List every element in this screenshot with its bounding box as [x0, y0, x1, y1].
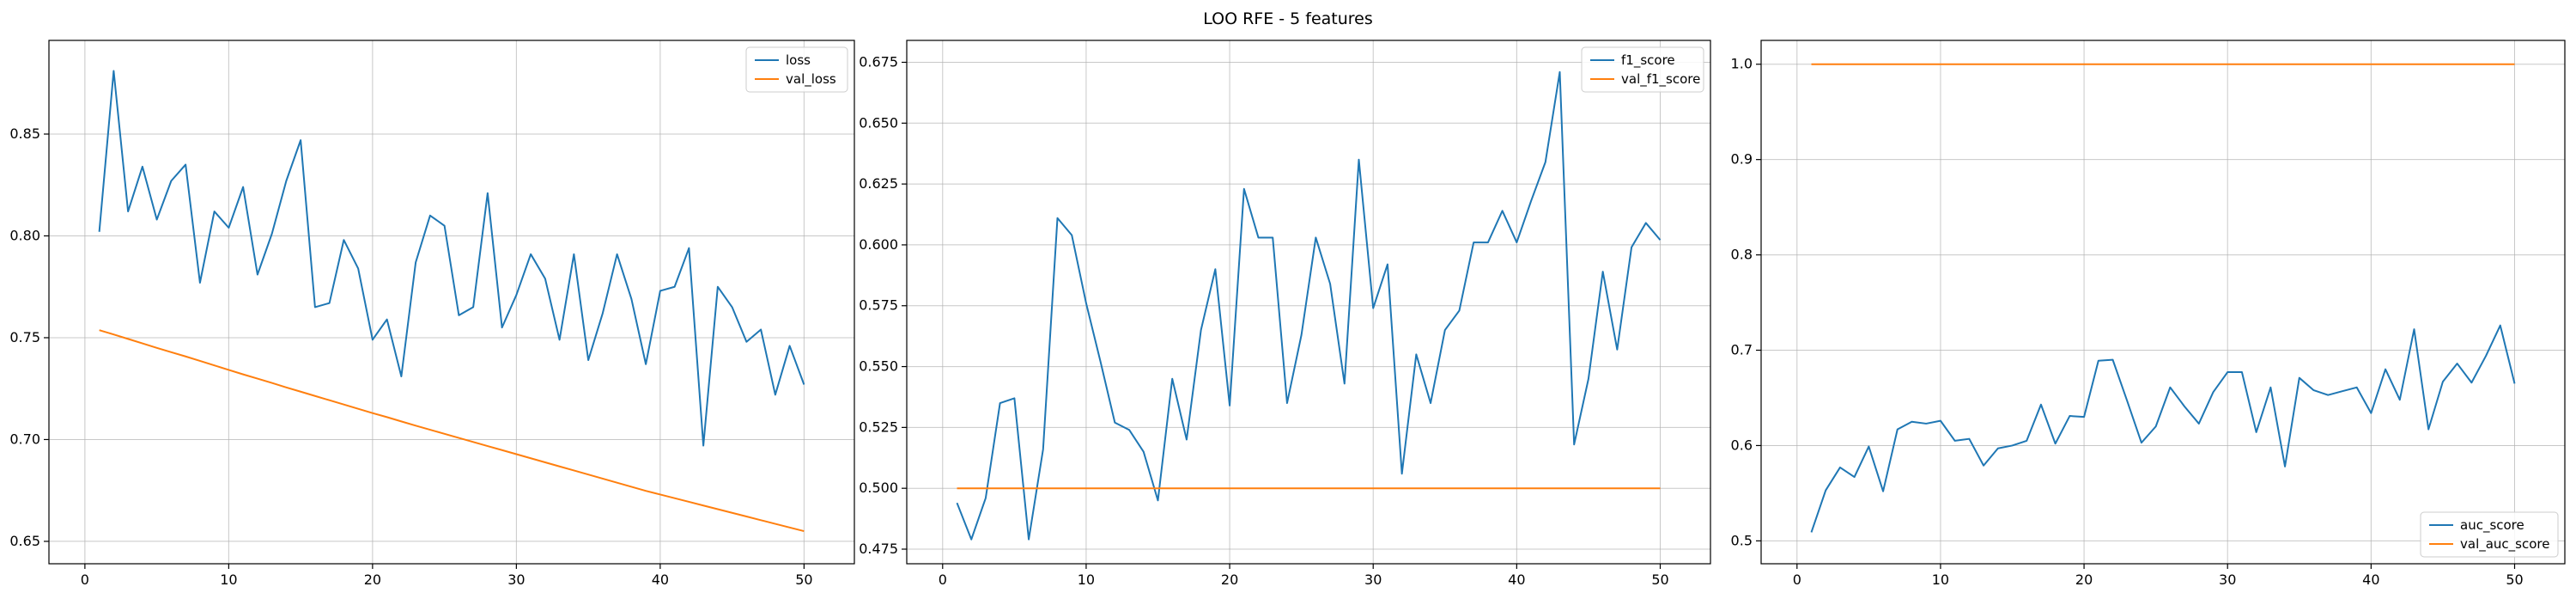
legend-box	[1581, 46, 1704, 93]
y-tick-label-6: 0.625	[859, 175, 898, 192]
series-line-val_loss	[99, 329, 805, 533]
x-tick-label-0: 0	[81, 571, 89, 588]
y-tick-label-5: 0.600	[859, 236, 898, 253]
x-tick-label-5: 50	[1651, 571, 1668, 588]
y-tick-label-0: 0.5	[1731, 532, 1753, 548]
legend-label-auc_score: auc_score	[2460, 517, 2524, 534]
legend-label-val_f1_score: val_f1_score	[1621, 71, 1700, 88]
y-tick-label-2: 0.7	[1731, 342, 1753, 358]
y-tick-label-7: 0.650	[859, 114, 898, 131]
y-tick-label-1: 0.6	[1731, 437, 1753, 453]
x-tick-label-3: 30	[2219, 571, 2236, 588]
y-tick-label-0: 0.65	[9, 533, 40, 549]
chart-panel-3: 0 10 20 30 40 50 0.5 0.6 0.7 0.8 0.9 1.0 auc_scoreva…	[1731, 40, 2566, 588]
y-tick-label-2: 0.525	[859, 419, 898, 435]
y-tick-label-5: 1.0	[1731, 56, 1753, 72]
x-tick-label-4: 40	[652, 571, 669, 588]
y-tick-label-8: 0.675	[859, 53, 898, 70]
figure-title: LOO RFE - 5 features	[1203, 9, 1373, 28]
legend: auc_score val_auc_score	[2420, 511, 2559, 558]
x-tick-label-0: 0	[1793, 571, 1801, 588]
x-tick-label-5: 50	[795, 571, 812, 588]
series-line-auc_score	[1810, 324, 2516, 533]
x-tick-label-1: 10	[1932, 571, 1949, 588]
legend-label-f1_score: f1_score	[1621, 52, 1675, 69]
series-line-f1_score	[956, 70, 1662, 541]
y-tick-label-0: 0.475	[859, 541, 898, 557]
y-tick-label-3: 0.80	[9, 227, 40, 243]
y-tick-label-3: 0.8	[1731, 247, 1753, 263]
axes-frame	[1760, 40, 2566, 565]
legend: f1_score val_f1_score	[1581, 46, 1704, 93]
legend-label-loss: loss	[786, 52, 811, 68]
legend-box	[2420, 511, 2559, 558]
y-tick-label-4: 0.575	[859, 297, 898, 314]
x-tick-label-2: 20	[1221, 571, 1238, 588]
chart-panel-1: 0 10 20 30 40 50 0.65 0.70 0.75 0.80 0.85 loss val_l…	[9, 40, 855, 588]
axes-frame	[906, 40, 1711, 565]
y-tick-label-1: 0.70	[9, 431, 40, 447]
x-tick-label-1: 10	[1078, 571, 1095, 588]
legend-label-val_auc_score: val_auc_score	[2460, 536, 2550, 553]
x-tick-label-4: 40	[2362, 571, 2379, 588]
legend-box	[745, 46, 848, 93]
x-tick-label-2: 20	[2075, 571, 2093, 588]
series-line-loss	[98, 70, 805, 447]
x-tick-label-0: 0	[939, 571, 947, 588]
x-tick-label-3: 30	[507, 571, 525, 588]
legend-label-val_loss: val_loss	[786, 71, 836, 88]
legend: loss val_loss	[745, 46, 848, 93]
y-tick-label-3: 0.550	[859, 358, 898, 375]
x-tick-label-4: 40	[1508, 571, 1525, 588]
axes-frame	[48, 40, 855, 565]
y-tick-label-2: 0.75	[9, 329, 40, 345]
y-tick-label-4: 0.9	[1731, 151, 1753, 168]
x-tick-label-5: 50	[2506, 571, 2523, 588]
y-tick-label-4: 0.85	[9, 125, 40, 142]
x-tick-label-3: 30	[1364, 571, 1382, 588]
chart-panel-2: 0 10 20 30 40 50 0.475 0.500 0.525 0.550 0.575 0.60…	[859, 40, 1711, 588]
x-tick-label-2: 20	[364, 571, 381, 588]
y-tick-label-1: 0.500	[859, 480, 898, 496]
x-tick-label-1: 10	[220, 571, 237, 588]
